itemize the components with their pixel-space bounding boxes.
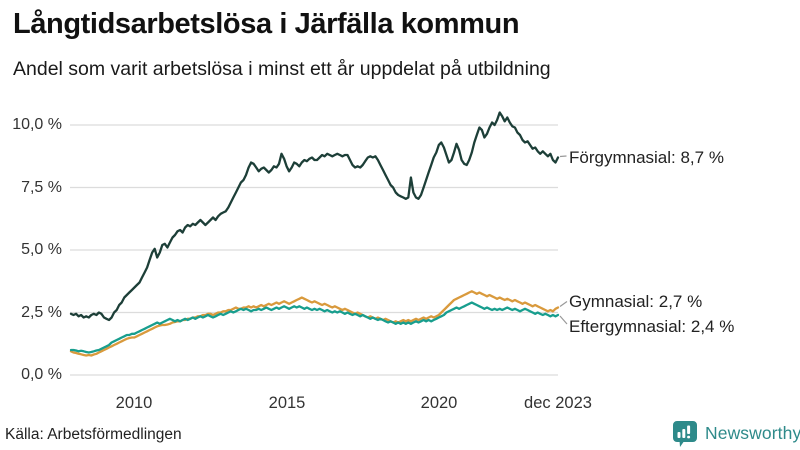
y-axis-tick-label: 5,0 % — [21, 241, 62, 258]
chart-subtitle: Andel som varit arbetslösa i minst ett å… — [13, 58, 551, 80]
source-credit: Källa: Arbetsförmedlingen — [5, 426, 182, 443]
y-axis-tick-label: 0,0 % — [21, 366, 62, 383]
series-end-label-eftergymnasial: Eftergymnasial: 2,4 % — [569, 317, 735, 336]
y-axis-tick-label: 7,5 % — [21, 178, 62, 196]
x-axis-tick-label: 2020 — [420, 394, 458, 412]
y-axis-tick-label: 2,5 % — [21, 303, 62, 321]
x-axis-tick-label: 2015 — [268, 394, 306, 412]
page-title: Långtidsarbetslösa i Järfälla kommun — [13, 8, 520, 40]
y-axis-tick-label: 10,0 % — [12, 116, 62, 133]
series-end-label-gymnasial: Gymnasial: 2,7 % — [569, 292, 703, 311]
x-axis-tick-label: dec 2023 — [524, 394, 592, 412]
newsworthy-speech-bubble-barchart-icon — [673, 421, 697, 447]
newsworthy-brand-text: Newsworthy — [705, 423, 800, 443]
series-end-label-forgymnasial: Förgymnasial: 8,7 % — [569, 148, 724, 167]
x-axis-tick-label: 2010 — [115, 394, 153, 412]
newsworthy-brand: Newsworthy — [672, 420, 800, 447]
